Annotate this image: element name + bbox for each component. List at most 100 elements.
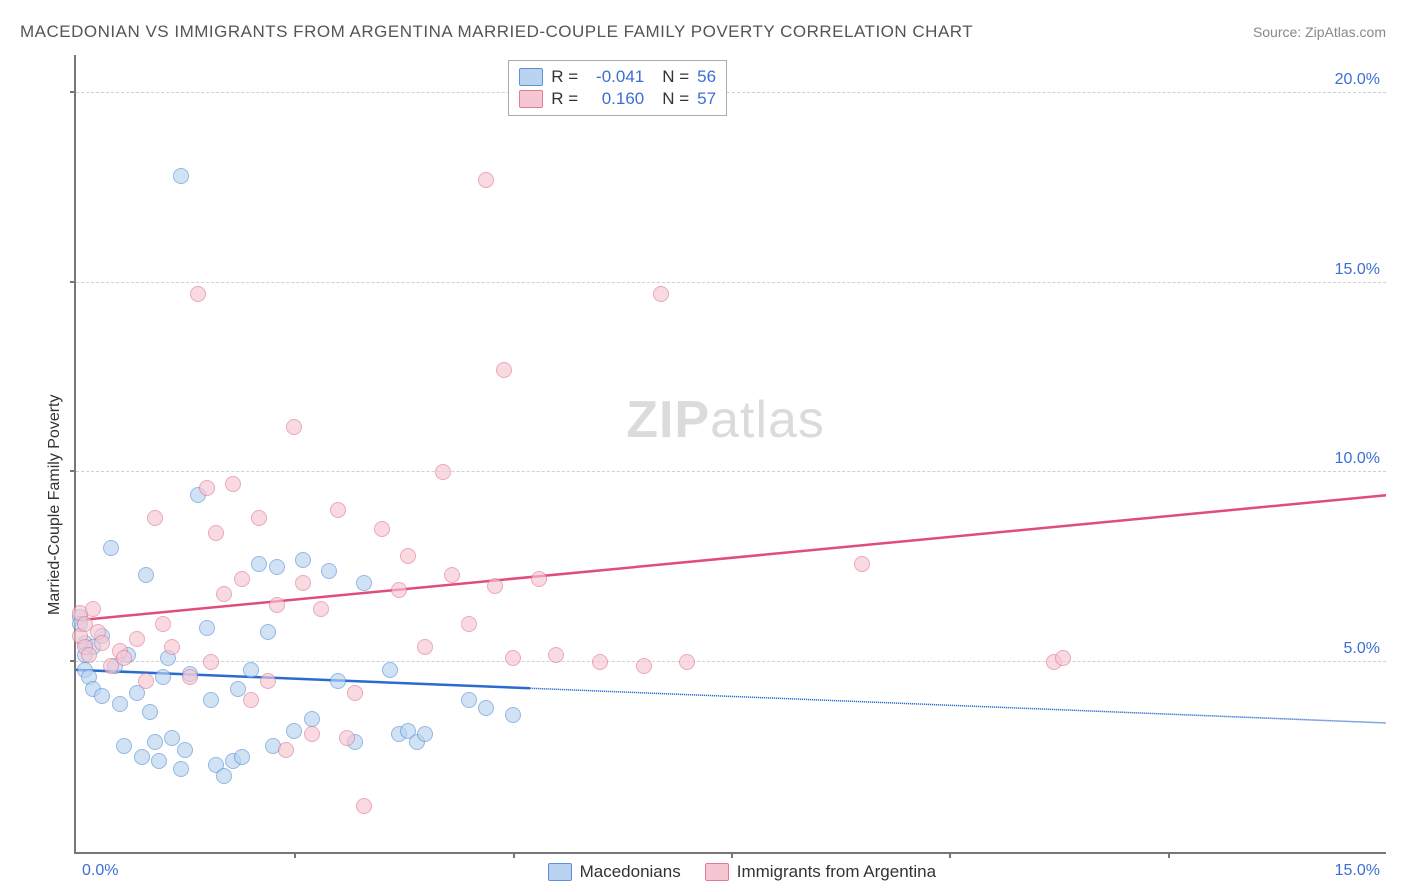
scatter-point-macedonians [260,624,276,640]
scatter-point-macedonians [142,704,158,720]
chart-title: MACEDONIAN VS IMMIGRANTS FROM ARGENTINA … [20,22,973,42]
scatter-point-argentina [391,582,407,598]
legend-r-value: 0.160 [586,89,644,109]
legend-swatch [705,863,729,881]
scatter-point-argentina [487,578,503,594]
gridline-h [76,661,1386,662]
scatter-point-argentina [636,658,652,674]
scatter-point-argentina [164,639,180,655]
scatter-point-macedonians [505,707,521,723]
scatter-point-macedonians [251,556,267,572]
trend-line-macedonians-dashed [530,688,1386,723]
y-tick-label: 20.0% [1335,71,1380,89]
scatter-point-macedonians [116,738,132,754]
scatter-point-argentina [190,286,206,302]
scatter-point-argentina [225,476,241,492]
scatter-point-argentina [478,172,494,188]
scatter-point-macedonians [216,768,232,784]
scatter-point-macedonians [155,669,171,685]
legend-series-label: Macedonians [580,862,681,882]
scatter-point-argentina [854,556,870,572]
scatter-point-argentina [234,571,250,587]
y-tick [70,91,76,93]
y-axis-label: Married-Couple Family Poverty [46,394,64,615]
legend-n-label: N = [662,89,689,109]
legend-swatch [519,68,543,86]
legend-series-item: Macedonians [548,862,681,882]
y-tick-label: 10.0% [1335,450,1380,468]
scatter-point-argentina [286,419,302,435]
y-tick [70,281,76,283]
legend-n-value: 56 [697,67,716,87]
scatter-point-macedonians [304,711,320,727]
scatter-point-macedonians [230,681,246,697]
scatter-point-macedonians [199,620,215,636]
scatter-point-argentina [347,685,363,701]
scatter-point-macedonians [173,168,189,184]
scatter-point-argentina [461,616,477,632]
scatter-point-macedonians [138,567,154,583]
scatter-point-argentina [653,286,669,302]
plot-wrap: Married-Couple Family Poverty ZIPatlas 5… [50,55,1386,854]
legend-n-label: N = [662,67,689,87]
scatter-point-macedonians [94,688,110,704]
scatter-point-macedonians [164,730,180,746]
scatter-point-argentina [1055,650,1071,666]
scatter-point-argentina [203,654,219,670]
legend-stats: R =-0.041N =56R =0.160N =57 [508,60,727,116]
scatter-point-argentina [339,730,355,746]
scatter-point-argentina [356,798,372,814]
legend-r-label: R = [551,89,578,109]
gridline-h [76,471,1386,472]
x-tick [513,852,515,858]
scatter-point-argentina [505,650,521,666]
scatter-point-macedonians [243,662,259,678]
scatter-point-argentina [81,647,97,663]
scatter-point-macedonians [417,726,433,742]
scatter-point-macedonians [177,742,193,758]
legend-r-value: -0.041 [586,67,644,87]
legend-swatch [519,90,543,108]
scatter-point-argentina [444,567,460,583]
scatter-point-argentina [313,601,329,617]
legend-series-label: Immigrants from Argentina [737,862,936,882]
scatter-point-argentina [260,673,276,689]
legend-stats-row: R = -0.041 N = 56 [519,67,716,87]
y-tick [70,470,76,472]
trend-lines [76,55,1386,852]
x-tick [731,852,733,858]
scatter-point-argentina [496,362,512,378]
y-tick-label: 15.0% [1335,261,1380,279]
scatter-point-argentina [435,464,451,480]
x-tick [949,852,951,858]
scatter-point-macedonians [151,753,167,769]
scatter-point-macedonians [286,723,302,739]
scatter-point-argentina [251,510,267,526]
scatter-point-argentina [199,480,215,496]
scatter-point-argentina [269,597,285,613]
scatter-point-argentina [216,586,232,602]
scatter-point-argentina [295,575,311,591]
legend-r-label: R = [551,67,578,87]
scatter-point-macedonians [134,749,150,765]
scatter-point-macedonians [147,734,163,750]
scatter-point-argentina [548,647,564,663]
scatter-point-macedonians [269,559,285,575]
scatter-point-macedonians [112,696,128,712]
scatter-point-argentina [129,631,145,647]
scatter-point-argentina [155,616,171,632]
scatter-point-argentina [330,502,346,518]
plot-area: ZIPatlas 5.0%10.0%15.0%20.0%0.0%15.0%R =… [74,55,1386,854]
scatter-point-macedonians [478,700,494,716]
scatter-point-macedonians [295,552,311,568]
x-tick-label: 15.0% [1335,862,1380,880]
scatter-point-argentina [116,650,132,666]
scatter-point-argentina [374,521,390,537]
scatter-point-argentina [278,742,294,758]
y-tick [70,660,76,662]
gridline-h [76,282,1386,283]
title-bar: MACEDONIAN VS IMMIGRANTS FROM ARGENTINA … [20,18,1386,46]
source-label: Source: ZipAtlas.com [1253,24,1386,40]
scatter-point-argentina [182,669,198,685]
scatter-point-argentina [94,635,110,651]
